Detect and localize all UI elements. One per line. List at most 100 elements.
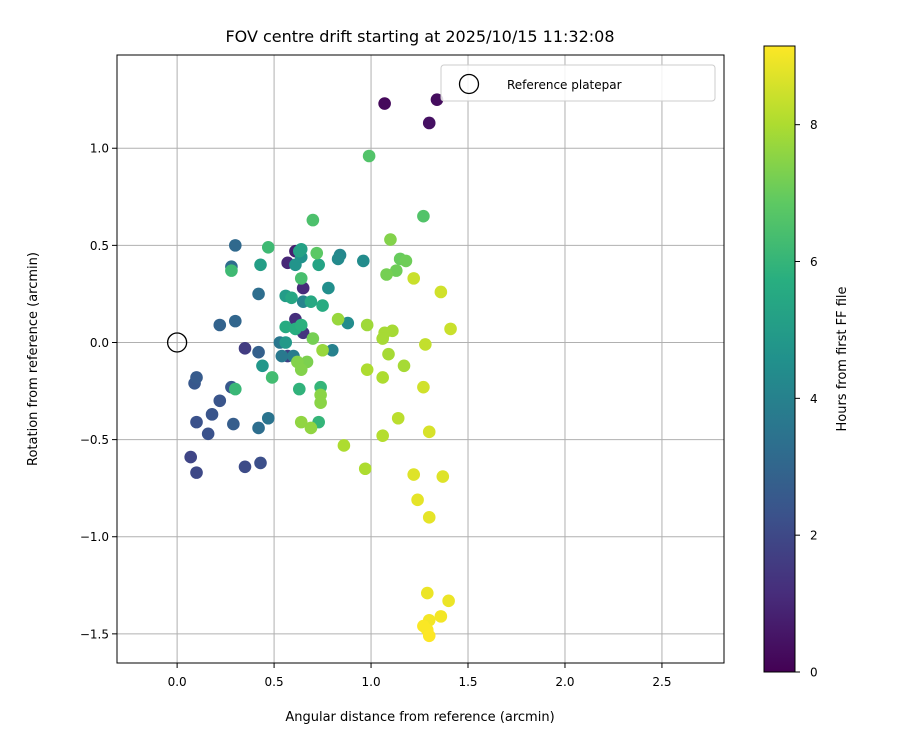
data-point: [254, 258, 267, 272]
data-point: [380, 268, 393, 281]
plot-frame: [116, 54, 725, 664]
data-point: [294, 242, 308, 256]
data-point: [228, 382, 242, 396]
data-point: [358, 462, 372, 476]
data-point: [417, 380, 430, 394]
y-tick-label: −0.5: [80, 433, 109, 447]
data-point: [306, 213, 320, 227]
data-point: [265, 371, 279, 384]
data-point: [238, 342, 252, 355]
colorbar-frame: [763, 45, 796, 673]
data-point: [376, 371, 389, 384]
data-point: [304, 295, 318, 308]
data-point: [407, 272, 421, 285]
y-axis-ticks: 1.0 0.5 0.0 −0.5 −1.0 −1.5: [80, 142, 117, 641]
data-point: [397, 359, 411, 373]
data-point: [444, 322, 457, 336]
data-point: [376, 429, 389, 443]
data-point: [306, 332, 320, 345]
data-point: [228, 314, 242, 328]
data-point: [201, 427, 215, 441]
data-point: [411, 493, 424, 507]
data-point: [407, 468, 421, 481]
y-tick-label: −1.5: [80, 627, 109, 641]
data-point: [292, 382, 306, 396]
reference-platepar-marker: [166, 332, 188, 353]
data-point: [252, 421, 265, 435]
data-point: [434, 610, 448, 623]
data-point: [252, 287, 265, 301]
data-point: [310, 246, 324, 260]
data-point: [279, 336, 293, 349]
colorbar-ticks: 0 2 4 6 8: [795, 118, 818, 680]
x-tick-label: 2.5: [652, 675, 671, 689]
data-point: [362, 149, 376, 163]
data-point: [422, 116, 436, 130]
data-point: [360, 363, 374, 376]
colorbar-tick-label: 4: [810, 392, 818, 406]
data-point: [213, 318, 227, 332]
data-point: [261, 241, 275, 254]
data-point: [316, 343, 329, 357]
data-point: [386, 324, 399, 338]
data-point: [296, 281, 310, 295]
data-point: [184, 450, 197, 464]
data-point: [225, 264, 238, 277]
data-point: [422, 425, 436, 439]
colorbar-tick-label: 6: [810, 255, 818, 269]
data-point: [279, 320, 293, 334]
legend-marker: [458, 73, 480, 95]
data-point: [356, 254, 370, 268]
data-point: [252, 345, 265, 359]
x-axis-ticks: 0.0 0.5 1.0 1.5 2.0 2.5: [168, 663, 671, 689]
data-point: [227, 417, 240, 431]
data-point: [382, 347, 395, 361]
data-point: [304, 421, 318, 435]
y-tick-label: −1.0: [80, 530, 109, 544]
legend-label: Reference platepar: [507, 78, 622, 92]
data-point: [378, 97, 391, 110]
data-point: [238, 460, 252, 474]
data-point: [391, 411, 405, 425]
data-point: [285, 291, 298, 305]
data-point: [190, 371, 203, 384]
data-point: [434, 285, 448, 299]
data-point: [213, 394, 227, 408]
data-point: [430, 93, 444, 106]
data-point: [316, 299, 329, 312]
data-point: [190, 415, 203, 429]
x-tick-label: 1.0: [362, 675, 381, 689]
data-point: [399, 254, 413, 268]
data-point: [294, 272, 308, 285]
data-point: [289, 258, 302, 272]
data-point: [384, 233, 397, 246]
data-point: [294, 363, 308, 376]
x-tick-label: 2.0: [555, 675, 574, 689]
x-axis-label: Angular distance from reference (arcmin): [285, 710, 554, 725]
x-tick-label: 0.0: [168, 675, 187, 689]
colorbar-tick-label: 2: [810, 529, 818, 543]
chart-title: FOV centre drift starting at 2025/10/15 …: [225, 27, 614, 46]
data-point: [417, 209, 430, 223]
colorbar: [764, 46, 795, 672]
legend-box: [440, 64, 716, 102]
y-axis-label: Rotation from reference (arcmin): [26, 252, 41, 466]
y-tick-label: 1.0: [90, 142, 109, 156]
data-point: [275, 349, 289, 363]
x-tick-label: 0.5: [265, 675, 284, 689]
data-point: [294, 415, 308, 429]
x-tick-label: 1.5: [458, 675, 477, 689]
data-point: [341, 316, 355, 330]
data-point: [314, 396, 327, 410]
data-point: [422, 629, 436, 643]
data-point: [190, 466, 203, 479]
data-point: [228, 239, 242, 252]
data-point: [331, 252, 345, 266]
data-point: [312, 258, 325, 272]
data-point: [325, 343, 339, 357]
data-point: [294, 318, 308, 332]
data-point: [442, 594, 455, 608]
data-point: [205, 408, 219, 421]
data-point: [436, 470, 450, 483]
